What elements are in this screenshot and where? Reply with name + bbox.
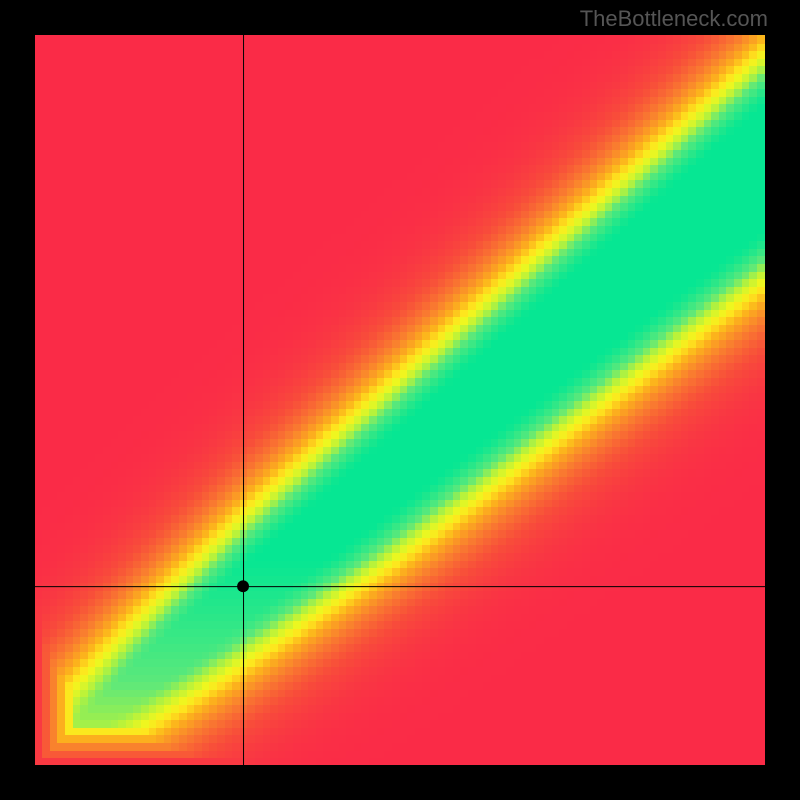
- watermark-text: TheBottleneck.com: [580, 6, 768, 32]
- bottleneck-heatmap: [35, 35, 765, 765]
- chart-root: TheBottleneck.com: [0, 0, 800, 800]
